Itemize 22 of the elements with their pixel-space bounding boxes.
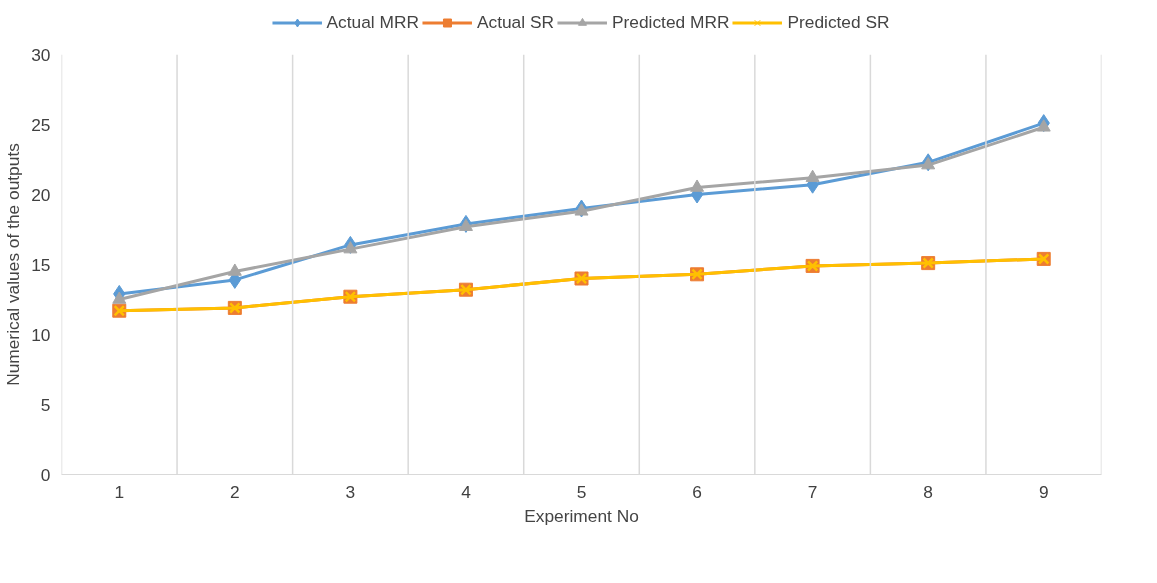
y-tick-label: 20 [31,184,51,205]
x-tick-label: 7 [807,481,818,502]
legend-label: Actual MRR [326,11,419,33]
y-tick-label: 0 [40,464,51,485]
x-tick-label: 2 [230,481,240,502]
x-tick-label: 4 [461,481,472,502]
y-tick-label: 5 [40,394,51,415]
legend-label: Actual SR [476,11,554,33]
y-tick-label: 25 [31,114,51,135]
y-tick-label: 15 [31,254,51,275]
x-tick-label: 8 [923,481,933,502]
y-tick-label: 10 [31,324,51,345]
x-tick-label: 9 [1038,481,1049,502]
y-axis-title: Numerical values of the outputs [3,142,24,386]
x-tick-label: 5 [576,481,587,502]
x-tick-label: 1 [114,481,125,502]
y-tick-label: 30 [31,44,51,65]
legend-label: Predicted SR [787,11,890,33]
x-tick-label: 3 [345,481,356,502]
x-axis-title: Experiment No [524,505,639,526]
x-tick-label: 6 [692,481,702,502]
legend-label: Predicted MRR [611,11,730,33]
